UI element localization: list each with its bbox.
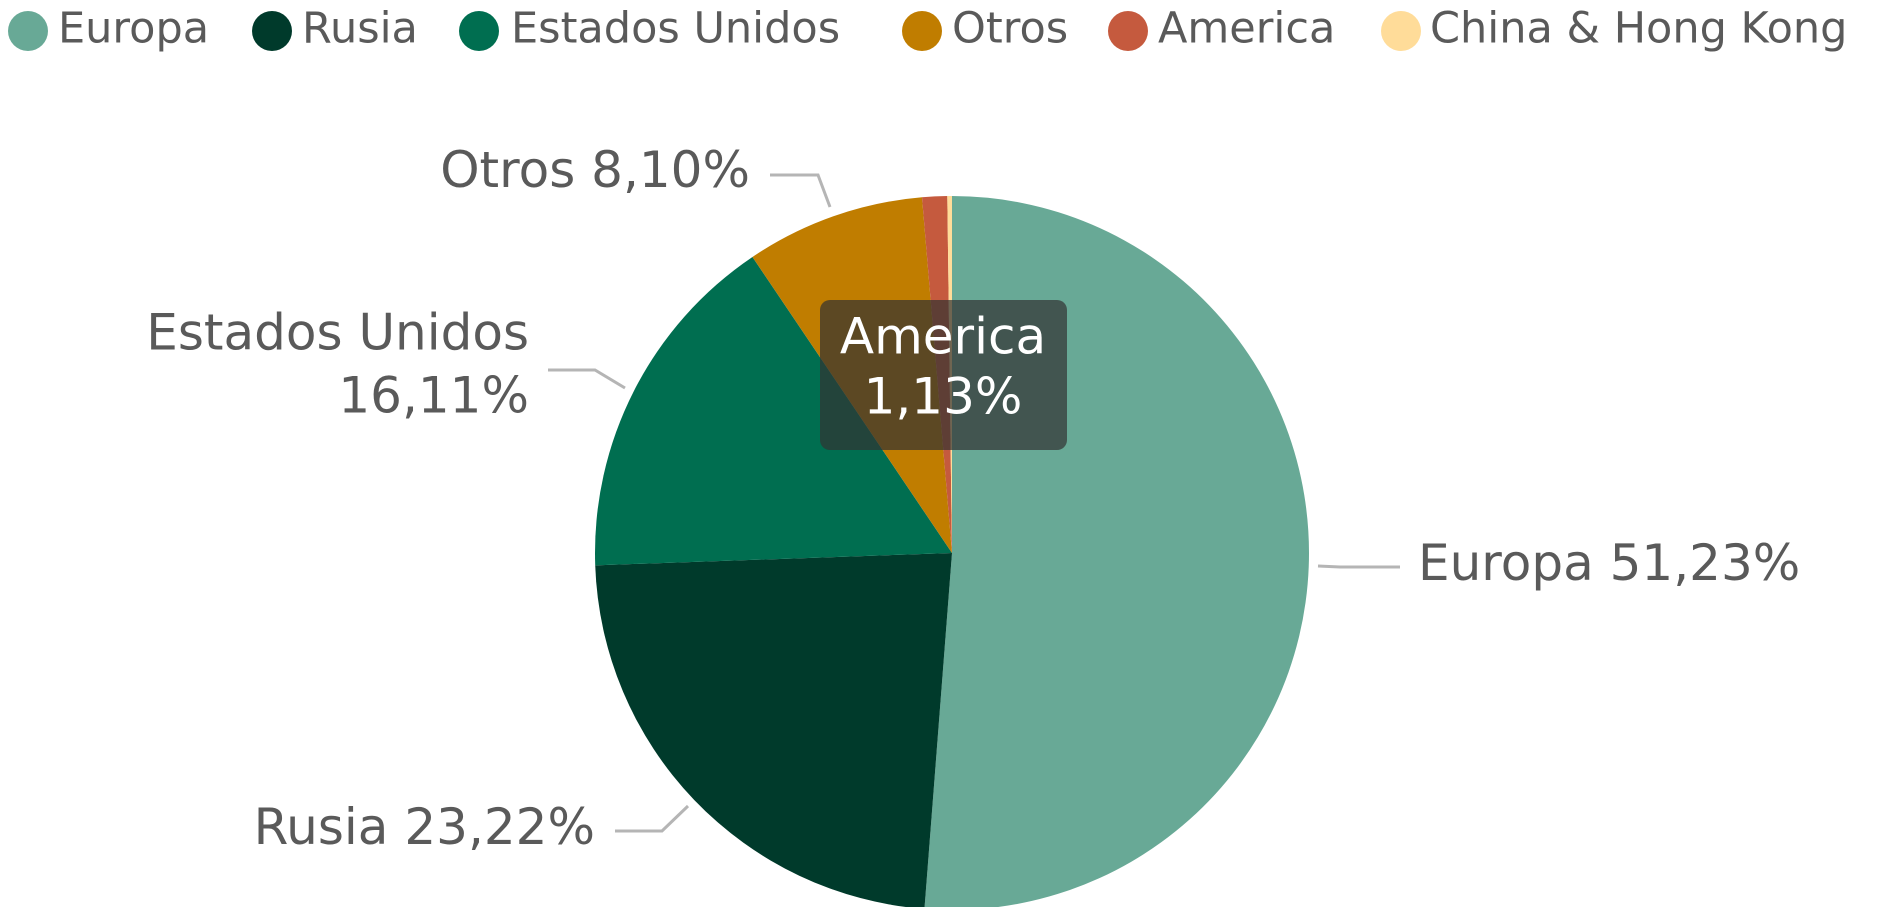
legend-marker xyxy=(459,11,499,51)
legend-marker xyxy=(252,11,292,51)
pie-slice xyxy=(595,553,952,907)
data-label: Rusia 23,22% xyxy=(254,798,595,856)
label-name: Rusia xyxy=(254,798,389,856)
legend-marker xyxy=(1108,11,1148,51)
legend-label: China & Hong Kong xyxy=(1430,4,1847,54)
data-label: Europa 51,23% xyxy=(1418,534,1800,592)
pie-slice xyxy=(595,256,952,566)
legend-marker xyxy=(8,11,48,51)
leader-line xyxy=(548,368,626,390)
leader-line xyxy=(770,173,832,208)
legend-marker xyxy=(1381,11,1421,51)
legend-label: Rusia xyxy=(302,4,418,54)
legend-label: Europa xyxy=(58,4,209,54)
legend-marker xyxy=(902,11,942,51)
label-value: 51,23% xyxy=(1610,534,1801,592)
legend-label: Estados Unidos xyxy=(511,4,840,54)
data-label: 16,11% xyxy=(338,367,529,425)
tooltip-value: 1,13% xyxy=(864,368,1023,426)
leader-line xyxy=(615,804,690,833)
data-label: Estados Unidos xyxy=(146,304,529,362)
legend-label: America xyxy=(1158,4,1335,54)
legend-label: Otros xyxy=(952,4,1068,54)
label-value: 8,10% xyxy=(591,141,750,199)
tooltip-category: America xyxy=(840,308,1046,366)
label-value: 23,22% xyxy=(404,798,595,856)
label-name: Otros xyxy=(440,141,575,199)
data-label: Otros 8,10% xyxy=(440,141,750,199)
leader-line xyxy=(1317,564,1400,569)
label-name: Europa xyxy=(1418,534,1594,592)
tooltip xyxy=(820,300,1067,450)
